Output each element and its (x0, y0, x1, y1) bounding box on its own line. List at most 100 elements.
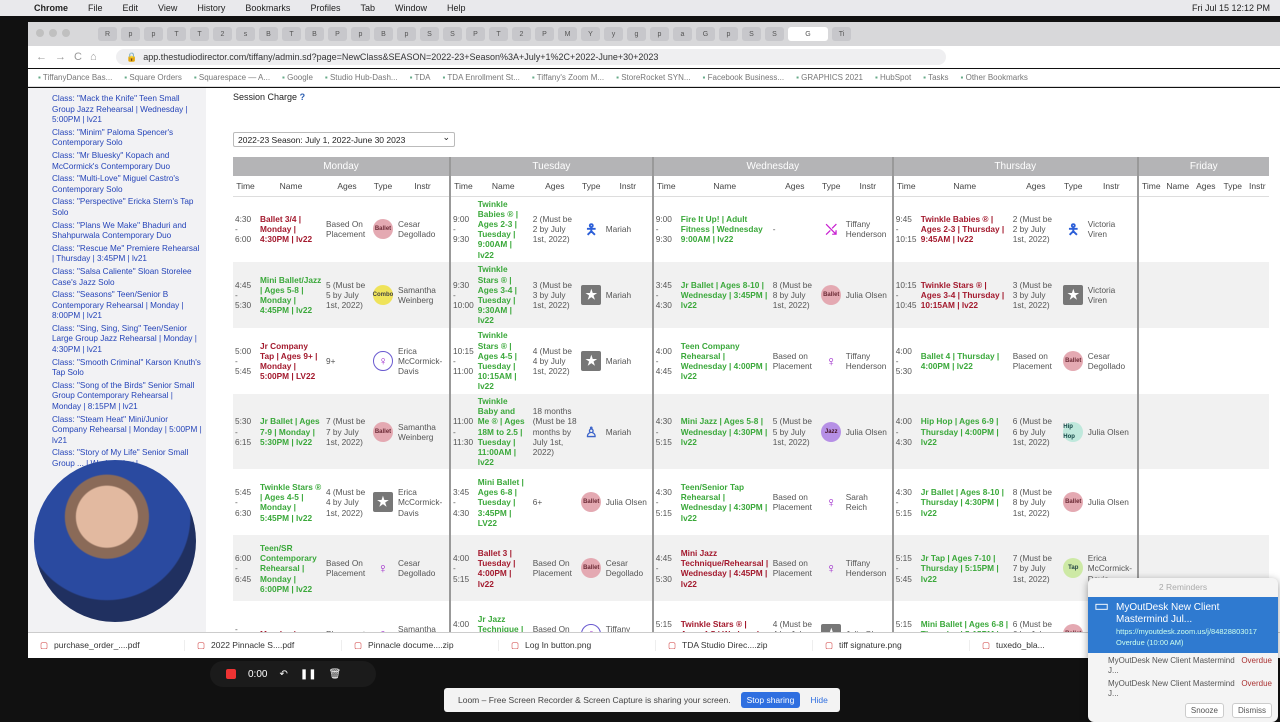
menu-item[interactable]: History (197, 3, 226, 13)
browser-tab[interactable]: T (489, 27, 508, 41)
browser-tab[interactable]: p (650, 27, 669, 41)
browser-tab[interactable]: T (167, 27, 186, 41)
sidebar-class-link[interactable]: Class: "Song of the Birds" Senior Small … (52, 380, 195, 412)
class-link[interactable]: Mini Ballet | Ages 6-8 | Thursday | 5:15… (920, 619, 1009, 632)
class-link[interactable]: Mini Ballet/Jazz | Ages 5-8 | Monday | 4… (260, 274, 322, 316)
bookmark[interactable]: StoreRocket SYN... (616, 73, 690, 82)
download-item[interactable]: TDA Studio Direc....zip (656, 640, 813, 651)
stop-record-button[interactable] (226, 669, 236, 679)
class-link[interactable]: Twinkle Stars ® | Ages 4-5 | Wednesday |… (680, 619, 768, 632)
browser-tab[interactable]: S (420, 27, 439, 41)
class-link[interactable]: Twinkle Stars ® | Ages 3-4 | Thursday | … (920, 279, 1005, 311)
class-link[interactable]: Twinkle Baby and Me ® | Ages 18M to 2.5 … (477, 396, 525, 468)
class-link[interactable]: Fire It Up! | Adult Fitness | Wednesday … (680, 213, 763, 245)
browser-tab[interactable]: B (259, 27, 278, 41)
download-item[interactable]: Pinnacle docume....zip (342, 640, 499, 651)
download-item[interactable]: Log In button.png (499, 640, 656, 651)
url-field[interactable]: 🔒 app.thestudiodirector.com/tiffany/admin… (116, 49, 946, 65)
menu-item[interactable]: Help (446, 3, 466, 13)
browser-tab[interactable]: p (719, 27, 738, 41)
browser-tab[interactable]: G (788, 27, 828, 41)
browser-tab[interactable]: p (351, 27, 370, 41)
menu-app[interactable]: Chrome (34, 3, 69, 13)
browser-tab[interactable]: y (604, 27, 623, 41)
menu-item[interactable]: Window (394, 3, 427, 13)
class-link[interactable]: Jr Ballet | Ages 8-10 | Thursday | 4:30P… (920, 487, 1004, 518)
reminder-item[interactable]: MyOutDesk New Client Mastermind J... Over… (1108, 656, 1272, 675)
stop-sharing-button[interactable]: Stop sharing (740, 692, 801, 708)
browser-tab[interactable]: s (236, 27, 255, 41)
browser-tab[interactable]: a (673, 27, 692, 41)
sidebar-class-link[interactable]: Class: "Seasons" Teen/Senior B Contempor… (52, 290, 184, 321)
pause-icon[interactable]: ❚❚ (299, 668, 317, 680)
reminder-main[interactable]: MyOutDesk New Client Mastermind Jul... h… (1088, 597, 1278, 653)
browser-tab[interactable]: S (765, 27, 784, 41)
class-link[interactable]: Jr Company Tap | Ages 9+ | Monday | 5:00… (260, 340, 318, 382)
class-link[interactable]: Mini Ballet | Ages 6-8 | Tuesday | 3:45P… (477, 476, 524, 528)
class-link[interactable]: Jr Ballet | Ages 7-9 | Monday | 5:30PM |… (260, 416, 320, 447)
browser-tab[interactable]: G (696, 27, 715, 41)
browser-tab[interactable]: p (121, 27, 140, 41)
download-item[interactable]: purchase_order_....pdf (28, 640, 185, 651)
sidebar-class-link[interactable]: Class: "Minim" Paloma Spencer's Contempo… (52, 127, 174, 148)
bookmark[interactable]: HubSpot (875, 73, 911, 82)
class-link[interactable]: Jr Tap | Ages 7-10 | Thursday | 5:15PM |… (920, 553, 999, 584)
class-link[interactable]: Jr Jazz Technique | Tuesday | 4:00PM | (477, 614, 524, 632)
class-link[interactable]: Teen/SR Contemporary Rehearsal | Monday … (260, 542, 317, 594)
browser-tab[interactable]: P (466, 27, 485, 41)
browser-tab[interactable]: Ti (832, 27, 851, 41)
browser-tab[interactable]: p (144, 27, 163, 41)
sidebar-class-link[interactable]: Class: "Rescue Me" Premiere Rehearsal | … (52, 243, 200, 264)
class-link[interactable]: Twinkle Babies ® | Ages 2-3 | Tuesday | … (477, 198, 519, 260)
bookmark[interactable]: Squarespace — A... (194, 73, 270, 82)
class-link[interactable]: Twinkle Stars ® | Ages 3-4 | Tuesday | 9… (477, 264, 517, 326)
browser-tab[interactable]: T (282, 27, 301, 41)
download-item[interactable]: 2022 Pinnacle S....pdf (185, 640, 342, 651)
class-link[interactable]: Ballet 3 | Tuesday | 4:00PM | lv22 (477, 548, 516, 589)
bookmark[interactable]: Other Bookmarks (961, 73, 1028, 82)
sidebar-class-link[interactable]: Class: "Salsa Caliente" Sloan Storelee C… (52, 266, 192, 287)
bookmark[interactable]: Tiffany's Zoom M... (532, 73, 604, 82)
browser-tab[interactable]: R (98, 27, 117, 41)
class-link[interactable]: Mini Jazz Technique/Rehearsal | Wednesda… (680, 548, 769, 589)
reminder-item[interactable]: MyOutDesk New Client Mastermind J... Over… (1108, 679, 1272, 698)
browser-tab[interactable]: S (443, 27, 462, 41)
bookmark[interactable]: Tasks (923, 73, 948, 82)
browser-tab[interactable]: p (397, 27, 416, 41)
browser-tab[interactable]: M (558, 27, 577, 41)
browser-tab[interactable]: B (374, 27, 393, 41)
sidebar-class-link[interactable]: Class: "Mr Bluesky" Kopach and McCormick… (52, 150, 171, 171)
snooze-button[interactable]: Snooze (1184, 703, 1224, 718)
bookmark[interactable]: TDA Enrollment St... (442, 73, 519, 82)
bookmark[interactable]: GRAPHICS 2021 (796, 73, 863, 82)
browser-tab[interactable]: S (742, 27, 761, 41)
class-link[interactable]: Twinkle Stars ® | Ages 4-5 | Monday | 5:… (260, 482, 322, 523)
browser-tab[interactable]: 2 (512, 27, 531, 41)
sidebar-class-link[interactable]: Class: "Sing, Sing, Sing" Teen/Senior La… (52, 323, 197, 355)
browser-tab[interactable]: T (190, 27, 209, 41)
menu-item[interactable]: Edit (122, 3, 139, 13)
class-link[interactable]: Hip Hop | Ages 6-9 | Thursday | 4:00PM |… (920, 416, 999, 447)
menu-item[interactable]: File (88, 3, 103, 13)
browser-tab[interactable]: Y (581, 27, 600, 41)
bookmark[interactable]: Square Orders (124, 73, 181, 82)
browser-tab[interactable]: B (305, 27, 324, 41)
sidebar-class-link[interactable]: Class: "Mack the Knife" Teen Small Group… (52, 94, 188, 125)
menu-item[interactable]: View (158, 3, 178, 13)
class-link[interactable]: Teen/Senior Tap Rehearsal | Wednesday | … (680, 482, 768, 523)
sidebar-class-link[interactable]: Class: "Smooth Criminal" Karson Knuth's … (52, 357, 201, 378)
class-link[interactable]: Ballet 3/4 | Monday | 4:30PM | lv22 (260, 213, 313, 245)
window-controls[interactable] (36, 29, 70, 37)
dismiss-button[interactable]: Dismiss (1232, 703, 1272, 718)
class-link[interactable]: Twinkle Stars ® | Ages 4-5 | Tuesday | 1… (477, 330, 517, 392)
browser-tab[interactable]: g (627, 27, 646, 41)
download-item[interactable]: tiff signature.png (813, 640, 970, 651)
sidebar-class-link[interactable]: Class: "Plans We Make" Bhaduri and Shahp… (52, 220, 187, 241)
season-select[interactable]: 2022-23 Season: July 1, 2022-June 30 202… (233, 132, 455, 147)
webcam-bubble[interactable] (34, 460, 196, 622)
clock[interactable]: Fri Jul 15 12:12 PM (1191, 3, 1270, 13)
help-icon[interactable]: ? (299, 92, 306, 102)
class-link[interactable]: Teen Company Rehearsal | Wednesday | 4:0… (680, 340, 768, 382)
bookmark[interactable]: TDA (410, 73, 430, 82)
bookmark[interactable]: Studio Hub-Dash... (325, 73, 398, 82)
